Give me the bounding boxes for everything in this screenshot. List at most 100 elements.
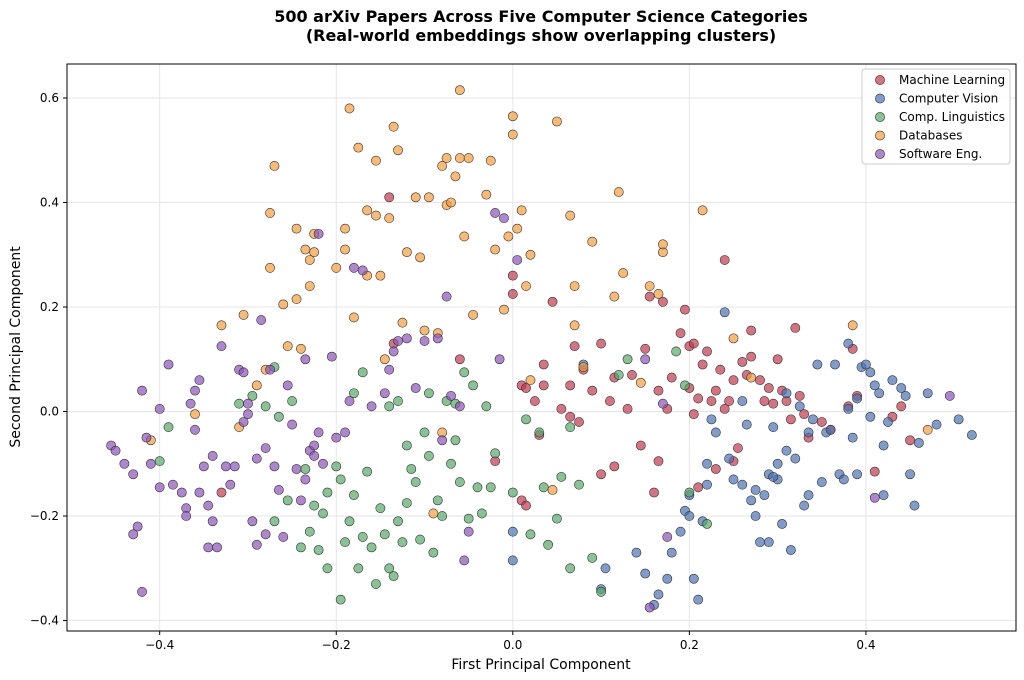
point-comp-linguistics — [424, 451, 434, 461]
point-machine-learning — [653, 385, 664, 396]
point-software-eng — [163, 359, 174, 370]
point-databases — [569, 281, 580, 291]
point-comp-linguistics — [552, 513, 562, 524]
point-software-eng — [207, 451, 218, 461]
point-comp-linguistics — [565, 422, 576, 433]
point-databases — [635, 377, 646, 388]
point-comp-linguistics — [296, 542, 306, 553]
point-software-eng — [401, 333, 412, 344]
plot-frame — [66, 63, 1017, 632]
legend-box — [861, 68, 1011, 165]
point-machine-learning — [529, 396, 540, 406]
point-software-eng — [331, 432, 342, 443]
point-software-eng — [137, 586, 147, 597]
point-software-eng — [512, 255, 523, 265]
point-software-eng — [243, 409, 253, 420]
y-tick-label: −0.2 — [30, 509, 59, 523]
point-databases — [516, 205, 527, 216]
point-computer-vision — [785, 545, 796, 555]
point-comp-linguistics — [525, 529, 536, 540]
point-software-eng — [119, 458, 130, 469]
point-databases — [454, 85, 465, 96]
point-computer-vision — [746, 495, 757, 506]
point-machine-learning — [653, 456, 664, 467]
point-databases — [503, 231, 514, 242]
point-databases — [525, 249, 536, 260]
point-comp-linguistics — [273, 411, 284, 422]
x-tick-label: −0.4 — [145, 638, 174, 652]
point-databases — [415, 252, 426, 263]
point-machine-learning — [538, 380, 549, 391]
point-machine-learning — [521, 383, 531, 393]
point-software-eng — [176, 487, 187, 498]
point-comp-linguistics — [362, 466, 373, 477]
point-machine-learning — [635, 440, 646, 451]
point-machine-learning — [596, 469, 606, 480]
point-comp-linguistics — [437, 511, 448, 521]
point-machine-learning — [790, 323, 801, 333]
point-databases — [304, 281, 315, 291]
point-comp-linguistics — [556, 471, 567, 482]
point-computer-vision — [719, 307, 730, 318]
point-computer-vision — [640, 568, 651, 579]
point-databases — [393, 145, 403, 156]
point-computer-vision — [803, 490, 814, 501]
point-comp-linguistics — [313, 545, 324, 555]
point-databases — [847, 320, 858, 331]
point-comp-linguistics — [428, 547, 439, 558]
point-software-eng — [278, 532, 289, 542]
point-comp-linguistics — [401, 498, 412, 508]
point-computer-vision — [847, 432, 858, 443]
point-comp-linguistics — [269, 516, 280, 527]
point-machine-learning — [710, 385, 721, 396]
point-comp-linguistics — [366, 542, 377, 553]
point-comp-linguistics — [543, 539, 554, 550]
point-computer-vision — [684, 511, 695, 521]
point-machine-learning — [768, 398, 779, 409]
point-comp-linguistics — [322, 487, 333, 498]
point-comp-linguistics — [472, 482, 483, 493]
point-databases — [362, 205, 373, 216]
point-comp-linguistics — [260, 401, 271, 412]
point-comp-linguistics — [565, 563, 576, 574]
point-software-eng — [379, 388, 390, 399]
point-databases — [349, 312, 359, 323]
point-software-eng — [657, 398, 668, 409]
point-databases — [291, 294, 302, 305]
point-comp-linguistics — [410, 477, 421, 487]
point-machine-learning — [640, 343, 651, 354]
point-machine-learning — [216, 487, 227, 498]
point-databases — [609, 291, 620, 302]
point-computer-vision — [763, 537, 774, 548]
legend-marker-computer-vision — [875, 93, 885, 104]
legend-marker-comp-linguistics — [875, 112, 885, 122]
point-databases — [410, 192, 421, 203]
point-computer-vision — [922, 388, 933, 399]
point-machine-learning — [538, 359, 549, 370]
point-computer-vision — [737, 479, 748, 490]
point-machine-learning — [706, 396, 717, 406]
point-comp-linguistics — [349, 388, 359, 399]
point-machine-learning — [627, 370, 637, 380]
point-databases — [190, 409, 200, 420]
point-software-eng — [251, 539, 262, 550]
point-machine-learning — [569, 341, 580, 352]
point-software-eng — [212, 542, 222, 553]
y-tick-label: 0.0 — [40, 405, 59, 419]
point-software-eng — [190, 385, 200, 396]
point-software-eng — [944, 390, 955, 401]
point-computer-vision — [600, 563, 611, 574]
point-software-eng — [313, 427, 324, 438]
point-software-eng — [340, 427, 350, 438]
point-comp-linguistics — [304, 526, 315, 537]
point-databases — [463, 153, 474, 163]
point-databases — [657, 239, 668, 250]
point-comp-linguistics — [481, 401, 492, 412]
point-machine-learning — [688, 338, 699, 349]
point-software-eng — [225, 479, 236, 490]
point-machine-learning — [715, 364, 726, 375]
point-comp-linguistics — [587, 552, 598, 563]
y-tick-label: 0.2 — [40, 300, 59, 314]
point-comp-linguistics — [393, 396, 403, 406]
point-software-eng — [168, 479, 178, 490]
